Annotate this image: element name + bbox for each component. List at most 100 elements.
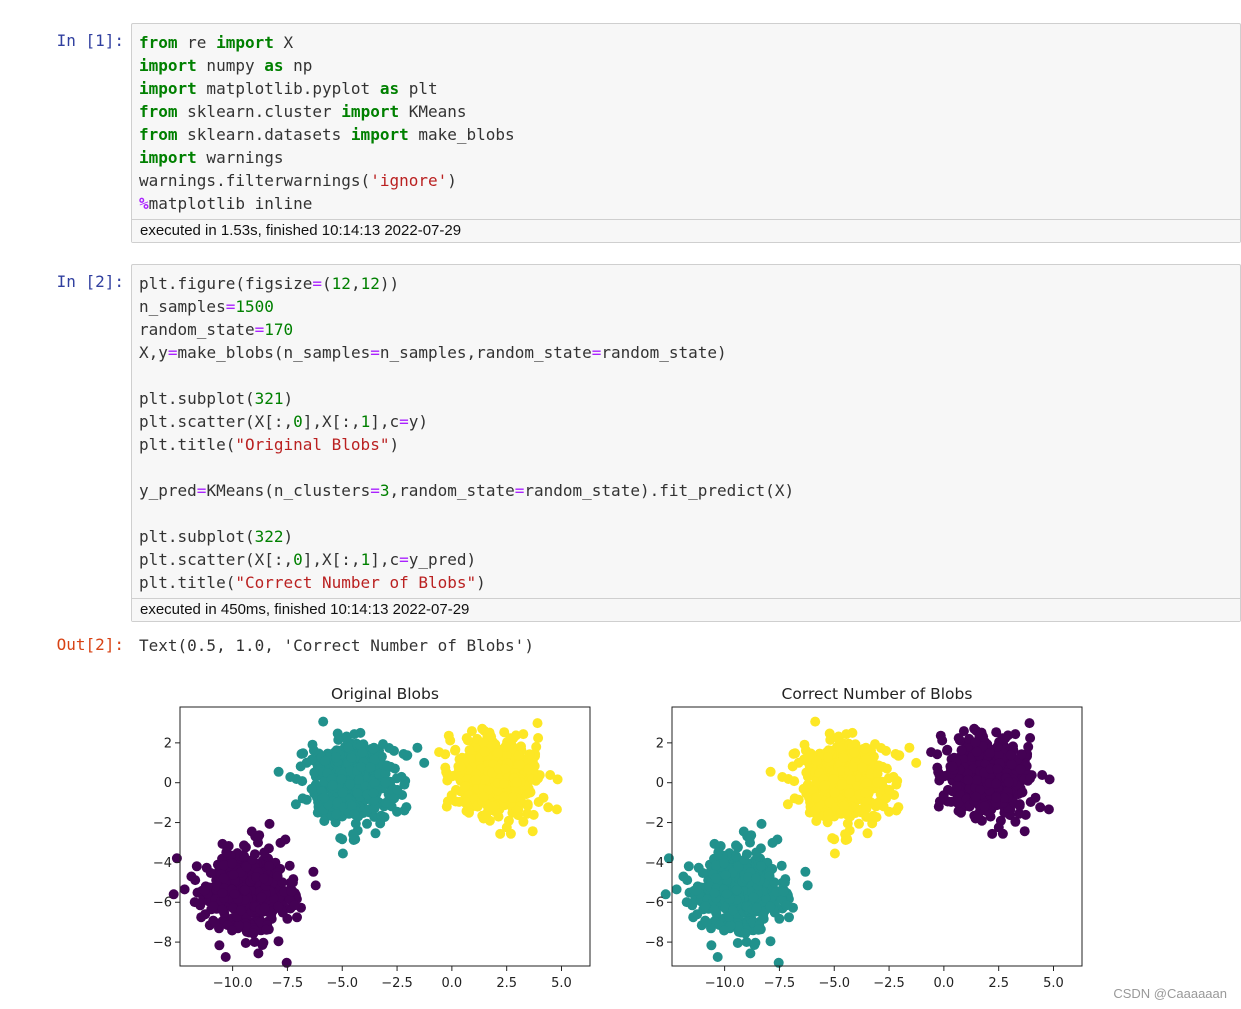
- scatter-point: [279, 886, 290, 897]
- scatter-point: [829, 787, 840, 798]
- scatter-point: [756, 861, 766, 872]
- code-token: KMeans(n_clusters: [206, 481, 371, 500]
- scatter-point: [240, 938, 251, 948]
- scatter-point: [455, 761, 466, 772]
- code-token: ): [389, 435, 400, 454]
- code-token: ,: [350, 274, 361, 293]
- scatter-point: [344, 779, 355, 790]
- scatter-point: [1035, 802, 1046, 813]
- code-token: =: [167, 343, 178, 362]
- scatter-point: [947, 761, 958, 772]
- scatter-point: [870, 739, 880, 750]
- scatter-point: [219, 860, 229, 871]
- cell-1-prompt: In [1]:: [56, 31, 124, 50]
- scatter-point: [719, 925, 730, 936]
- scatter-point: [984, 748, 995, 758]
- code-line: %matplotlib inline: [139, 192, 1233, 215]
- scatter-point: [499, 778, 509, 789]
- scatter-point: [1016, 787, 1027, 798]
- scatter-point: [518, 729, 529, 740]
- code-token: 321: [254, 389, 284, 408]
- x-tick-label: −7.5: [272, 976, 304, 991]
- scatter-point: [275, 837, 286, 848]
- scatter-point: [701, 917, 712, 928]
- y-tick-label: −6: [153, 896, 172, 911]
- code-token: ,random_state: [389, 481, 515, 500]
- scatter-point: [1003, 777, 1014, 788]
- scatter-point: [837, 765, 847, 776]
- scatter-point: [287, 877, 298, 888]
- code-token: from: [139, 125, 178, 144]
- output-text: Text(0.5, 1.0, 'Correct Number of Blobs'…: [139, 636, 534, 655]
- axes-ticks: −10.0 −7.5 −5.0 −2.5 0.0 2.5 5.0 2 0 −2 −4 −6 −8: [645, 736, 1064, 991]
- code-token: plt: [399, 79, 438, 98]
- scatter-point: [466, 726, 477, 737]
- scatter-point: [942, 745, 952, 756]
- scatter-point: [451, 784, 461, 795]
- scatter-point: [987, 828, 998, 839]
- scatter-point: [1025, 773, 1035, 784]
- scatter-point: [872, 768, 883, 779]
- scatter-point: [861, 754, 872, 765]
- axes-ticks: −10.0 −7.5 −5.0 −2.5 0.0 2.5 5.0 2 0 −2 −4 −6 −8: [153, 736, 572, 991]
- cell-2-prompt: In [2]:: [56, 272, 124, 291]
- scatter-point: [259, 903, 270, 913]
- scatter-point: [318, 716, 329, 727]
- code-token: plt.figure(figsize: [139, 274, 313, 293]
- scatter-point: [733, 861, 744, 872]
- scatter-point: [823, 809, 834, 820]
- scatter-point: [290, 799, 301, 810]
- scatter-point: [464, 745, 475, 756]
- scatter-point: [781, 900, 792, 911]
- scatter-point: [1044, 774, 1055, 785]
- x-tick-label: −5.0: [326, 976, 358, 991]
- code-token: =: [591, 343, 602, 362]
- scatter-point: [992, 741, 1003, 752]
- code-line: X,y=make_blobs(n_samples=n_samples,rando…: [139, 341, 1233, 364]
- output-prompt: Out[2]:: [56, 635, 124, 654]
- code-line: plt.scatter(X[:,0],X[:,1],c=y_pred): [139, 548, 1233, 571]
- code-token: plt.subplot(: [139, 389, 255, 408]
- scatter-point: [378, 739, 388, 750]
- scatter-point: [240, 885, 250, 896]
- code-token: from: [139, 102, 178, 121]
- y-tick-label: −6: [645, 896, 664, 911]
- code-token: plt.scatter(X[:,: [139, 412, 294, 431]
- scatter-point: [308, 866, 319, 877]
- output-figure: Original Blobs −10.0 −7.5 −5.0 −2.5 0.0 2.5 5.…: [140, 675, 1100, 999]
- code-editor-2[interactable]: plt.figure(figsize=(12,12)) n_samples=150…: [132, 265, 1240, 598]
- code-line: import numpy as np: [139, 54, 1233, 77]
- scatter-point: [551, 804, 562, 815]
- scatter-point: [524, 749, 535, 760]
- scatter-point: [678, 871, 689, 882]
- scatter-point: [829, 848, 840, 859]
- scatter-point: [767, 837, 778, 848]
- scatter-point: [369, 795, 380, 806]
- scatter-point: [229, 889, 240, 899]
- scatter-point: [327, 780, 338, 791]
- scatter-point: [508, 733, 519, 744]
- scatter-point: [217, 904, 228, 915]
- code-token: X,y: [139, 343, 168, 362]
- scatter-point: [337, 848, 348, 859]
- scatter-point: [461, 733, 472, 744]
- code-token: import: [139, 79, 197, 98]
- scatter-point: [258, 873, 269, 884]
- scatter-point: [709, 904, 720, 915]
- scatter-point: [273, 766, 284, 777]
- scatter-point: [186, 871, 197, 882]
- scatter-point: [289, 900, 300, 911]
- scatter-point: [748, 892, 759, 903]
- scatter-point: [798, 783, 809, 794]
- code-line: from re import X: [139, 31, 1233, 54]
- code-cell-2[interactable]: plt.figure(figsize=(12,12)) n_samples=150…: [131, 264, 1241, 622]
- x-tick-label: 0.0: [934, 976, 955, 991]
- scatter-point: [246, 826, 257, 837]
- scatter-point: [353, 774, 364, 785]
- code-token: ): [476, 573, 486, 592]
- scatter-point: [711, 860, 721, 871]
- axes-frame: [179, 706, 591, 967]
- scatter-point: [398, 749, 409, 759]
